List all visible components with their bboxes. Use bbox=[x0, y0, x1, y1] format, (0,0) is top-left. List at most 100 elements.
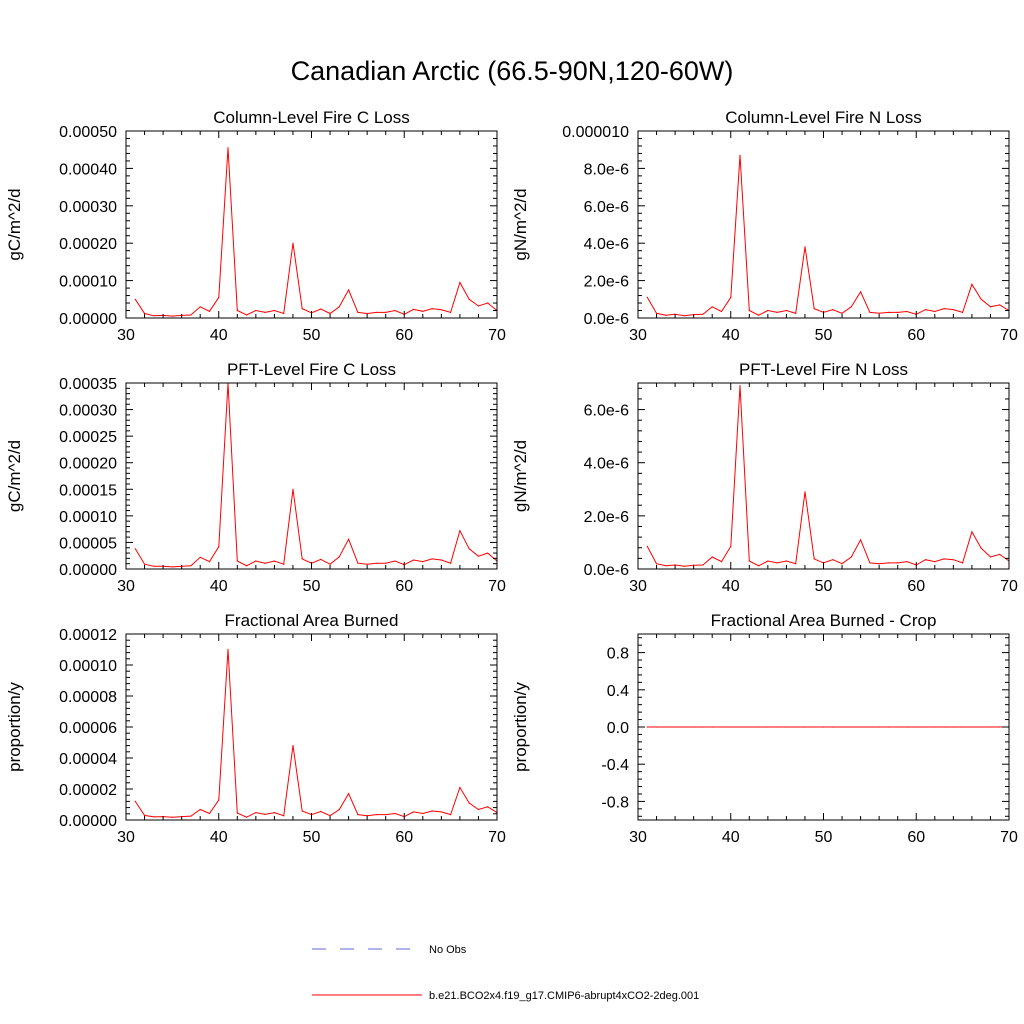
data-point bbox=[924, 309, 927, 311]
data-point bbox=[412, 811, 415, 813]
data-point bbox=[934, 726, 936, 728]
data-point bbox=[375, 311, 377, 313]
data-point bbox=[431, 810, 433, 812]
data-point bbox=[246, 314, 248, 316]
x-tick-label: 40 bbox=[722, 578, 740, 595]
x-tick-label: 30 bbox=[629, 829, 647, 846]
data-point bbox=[813, 558, 815, 560]
data-point bbox=[804, 246, 806, 248]
data-point bbox=[440, 309, 442, 311]
x-tick-label: 40 bbox=[210, 578, 228, 595]
data-point bbox=[412, 559, 415, 561]
data-point bbox=[273, 812, 275, 814]
data-point bbox=[924, 726, 927, 728]
data-point bbox=[477, 555, 479, 557]
data-point bbox=[329, 312, 331, 315]
panel-title: Fractional Area Burned bbox=[225, 611, 399, 630]
data-point bbox=[850, 726, 852, 728]
data-point bbox=[748, 560, 750, 562]
data-point bbox=[767, 726, 769, 728]
y-tick-label: 0.00020 bbox=[59, 236, 117, 253]
y-tick-label: 0.00030 bbox=[59, 403, 117, 420]
y-tick-label: 0.00002 bbox=[59, 782, 117, 799]
data-point bbox=[459, 530, 461, 532]
data-point bbox=[431, 308, 433, 310]
data-point bbox=[385, 814, 387, 816]
data-point bbox=[915, 726, 917, 728]
data-point bbox=[227, 648, 229, 651]
data-point bbox=[869, 562, 871, 564]
series-line bbox=[134, 147, 498, 317]
data-point bbox=[348, 289, 350, 291]
data-point bbox=[134, 800, 136, 803]
data-point bbox=[338, 306, 340, 308]
data-point bbox=[739, 385, 741, 387]
data-point bbox=[683, 315, 686, 317]
data-point bbox=[366, 563, 368, 565]
legend-item-model-run: b.e21.BCO2x4.f19_g17.CMIP6-abrupt4xCO2-2… bbox=[312, 990, 699, 1002]
panel-3: 30 40 50 60 70 0.00000 0.00005 0.00010 0.00015 0.… bbox=[5, 360, 506, 595]
data-point bbox=[804, 491, 806, 493]
legend: No Obs b.e21.BCO2x4.f19_g17.CMIP6-abrupt… bbox=[312, 944, 699, 1002]
x-tick-label: 60 bbox=[907, 829, 925, 846]
data-point bbox=[795, 312, 797, 314]
data-point bbox=[850, 556, 852, 558]
data-point bbox=[822, 726, 825, 728]
data-point bbox=[273, 309, 275, 312]
y-tick-label: 0.0e-6 bbox=[584, 562, 629, 579]
data-point bbox=[748, 309, 750, 312]
y-tick-label: 0.00025 bbox=[59, 429, 117, 446]
panel-title: PFT-Level Fire C Loss bbox=[227, 360, 396, 379]
data-point bbox=[832, 726, 834, 728]
data-point bbox=[134, 548, 136, 550]
data-point bbox=[153, 565, 155, 567]
x-tick-label: 50 bbox=[303, 327, 321, 344]
data-point bbox=[320, 308, 322, 310]
data-point bbox=[385, 562, 387, 564]
panel-title: Column-Level Fire C Loss bbox=[213, 108, 410, 127]
data-point bbox=[375, 814, 377, 816]
x-tick-label: 40 bbox=[722, 829, 740, 846]
data-point bbox=[934, 310, 936, 313]
y-axis-label: gN/m^2/d bbox=[511, 440, 530, 512]
y-axis-label: proportion/y bbox=[5, 682, 24, 772]
data-point bbox=[375, 562, 377, 564]
data-point bbox=[934, 561, 936, 563]
y-tick-label: -0.4 bbox=[601, 757, 629, 774]
data-point bbox=[394, 812, 396, 815]
data-point bbox=[134, 298, 136, 300]
data-point bbox=[357, 311, 359, 313]
data-point bbox=[144, 563, 146, 565]
y-tick-label: 8.0e-6 bbox=[584, 161, 629, 178]
data-point bbox=[394, 560, 396, 562]
data-point bbox=[683, 726, 686, 728]
data-point bbox=[869, 726, 871, 728]
data-point bbox=[767, 309, 769, 312]
data-point bbox=[301, 558, 303, 560]
data-point bbox=[693, 726, 695, 728]
data-point bbox=[758, 565, 760, 567]
data-point bbox=[832, 309, 834, 311]
data-point bbox=[962, 726, 964, 728]
data-point bbox=[385, 311, 387, 313]
data-point bbox=[422, 561, 424, 563]
data-point bbox=[720, 310, 723, 313]
data-point bbox=[357, 814, 359, 816]
y-tick-label: 0.00012 bbox=[59, 627, 117, 644]
y-tick-label: 2.0e-6 bbox=[584, 509, 629, 526]
data-point bbox=[665, 726, 667, 728]
data-point bbox=[320, 810, 322, 813]
data-point bbox=[144, 814, 146, 817]
x-tick-label: 70 bbox=[1000, 327, 1018, 344]
data-point bbox=[357, 562, 359, 564]
data-point bbox=[450, 311, 452, 313]
data-point bbox=[338, 808, 340, 811]
data-point bbox=[897, 311, 899, 313]
data-point bbox=[702, 313, 704, 315]
series-line bbox=[646, 155, 1010, 317]
data-point bbox=[758, 314, 760, 316]
data-point bbox=[804, 726, 806, 728]
panel-title: Fractional Area Burned - Crop bbox=[711, 611, 937, 630]
data-point bbox=[785, 309, 788, 312]
data-point bbox=[906, 726, 908, 728]
